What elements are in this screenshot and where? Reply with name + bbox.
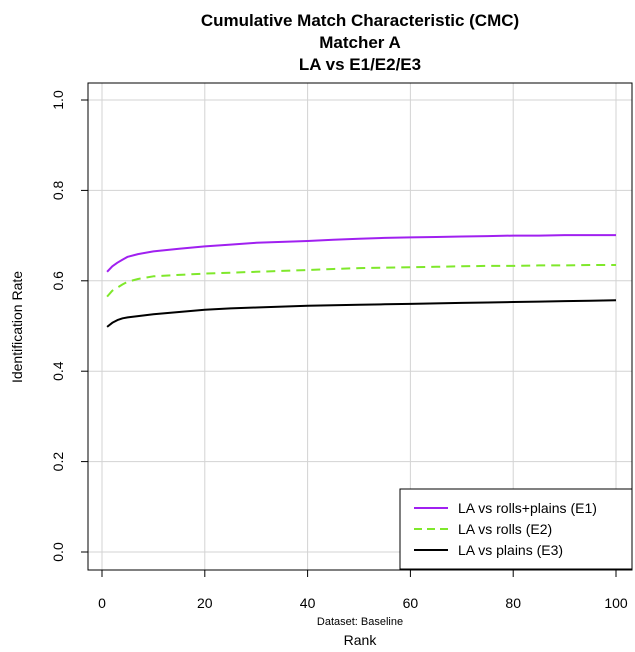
x-tick-label: 100 [604, 595, 628, 611]
series-line-2 [106, 264, 616, 298]
x-axis: 0 20 40 60 80 100 [98, 570, 628, 611]
y-tick-label: 0.4 [50, 361, 66, 381]
y-tick-label: 0.2 [50, 452, 66, 472]
y-axis: 0.0 0.2 0.4 0.6 0.8 1.0 [50, 90, 88, 562]
dataset-caption: Dataset: Baseline [317, 616, 403, 628]
x-axis-label: Rank [344, 632, 378, 648]
y-tick-label: 0.0 [50, 542, 66, 562]
y-tick-label: 0.8 [50, 180, 66, 200]
legend: LA vs rolls+plains (E1) LA vs rolls (E2)… [399, 488, 633, 570]
y-axis-label: Identification Rate [9, 271, 25, 383]
legend-label-e3: LA vs plains (E3) [458, 542, 563, 558]
y-tick-label: 1.0 [50, 90, 66, 110]
legend-label-e1: LA vs rolls+plains (E1) [458, 500, 597, 516]
y-tick-label: 0.6 [50, 271, 66, 291]
x-tick-label: 0 [98, 595, 106, 611]
x-tick-label: 40 [300, 595, 316, 611]
x-tick-label: 80 [505, 595, 521, 611]
legend-box [399, 488, 633, 570]
chart-subtitle-comparison: LA vs E1/E2/E3 [299, 55, 421, 74]
chart-title: Cumulative Match Characteristic (CMC) [201, 11, 519, 30]
plot-frame [87, 82, 633, 571]
legend-label-e2: LA vs rolls (E2) [458, 521, 552, 537]
series-lines [106, 234, 617, 328]
x-tick-label: 60 [403, 595, 419, 611]
x-tick-label: 20 [197, 595, 213, 611]
series-line-1 [106, 234, 616, 273]
gridlines [88, 83, 632, 570]
series-line-3 [106, 299, 617, 328]
chart-subtitle-matcher: Matcher A [319, 33, 401, 52]
